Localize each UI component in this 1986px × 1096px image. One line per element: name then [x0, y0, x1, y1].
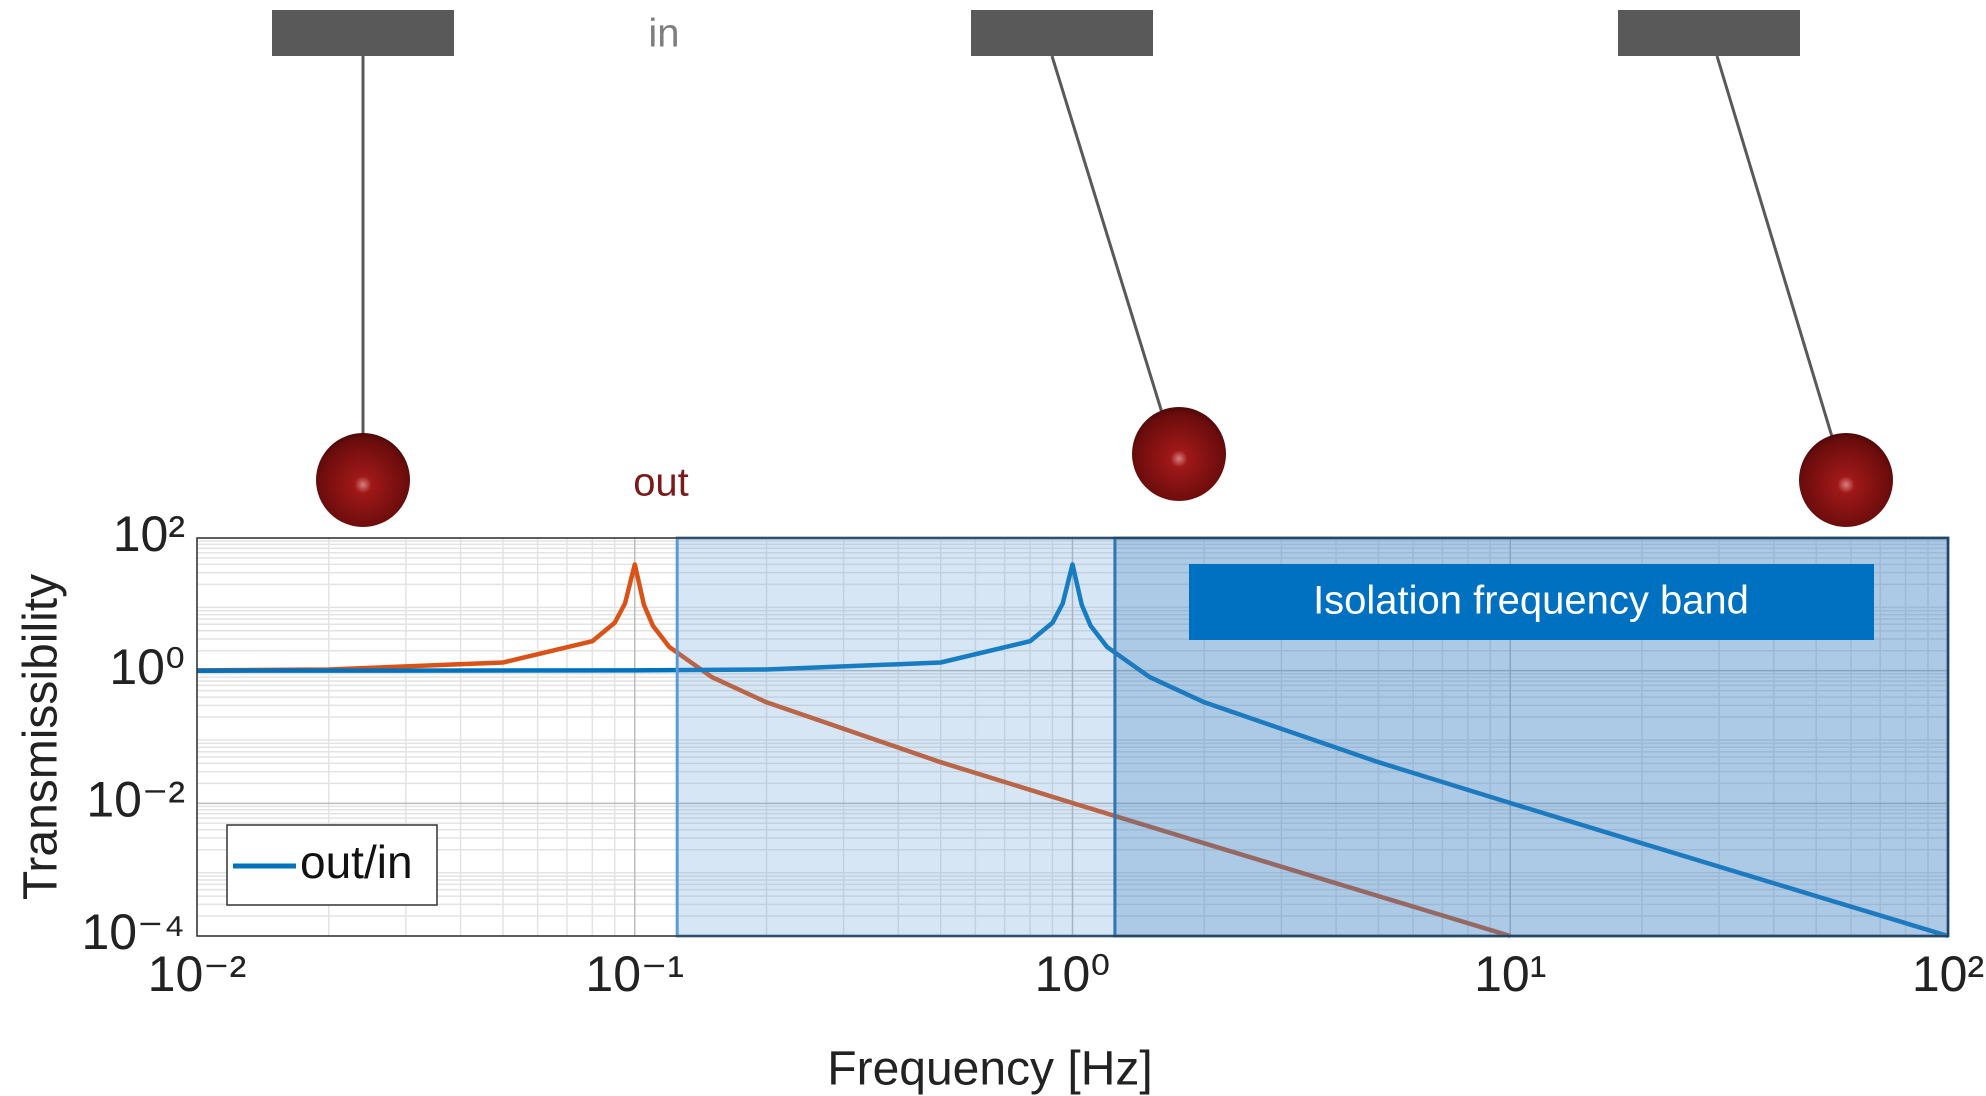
mass — [1799, 433, 1893, 527]
mass — [1132, 407, 1226, 501]
plot-frame — [196, 537, 1949, 937]
x-tick-label: 10² — [1912, 946, 1984, 1002]
y-tick-label: 10⁻⁴ — [82, 904, 186, 960]
x-axis-label: Frequency [Hz] — [827, 1043, 1152, 1096]
support — [272, 10, 454, 56]
support — [1618, 10, 1800, 56]
y-tick-label: 10² — [113, 506, 185, 562]
pendulums — [272, 10, 1893, 527]
series-line — [196, 562, 1949, 939]
band-label: Isolation frequency band — [1313, 579, 1749, 623]
x-tick-label: 10⁻² — [148, 946, 247, 1002]
string — [1050, 55, 1165, 417]
x-tick-label: 10¹ — [1474, 946, 1546, 1002]
support — [971, 10, 1153, 56]
x-tick-label: 10⁻¹ — [585, 946, 684, 1002]
x-tick-label: 10⁰ — [1035, 946, 1111, 1002]
band-label-box — [1189, 564, 1874, 640]
legend-label: out/in — [300, 836, 413, 888]
y-tick-label: 10⁻² — [86, 772, 185, 828]
mass — [316, 433, 410, 527]
input-label: in — [648, 12, 679, 56]
string — [1715, 55, 1835, 441]
y-axis-label: Transmissibility — [15, 574, 68, 900]
series-line — [196, 562, 1511, 939]
y-tick-label: 10⁰ — [109, 639, 185, 695]
output-label: out — [633, 461, 689, 505]
